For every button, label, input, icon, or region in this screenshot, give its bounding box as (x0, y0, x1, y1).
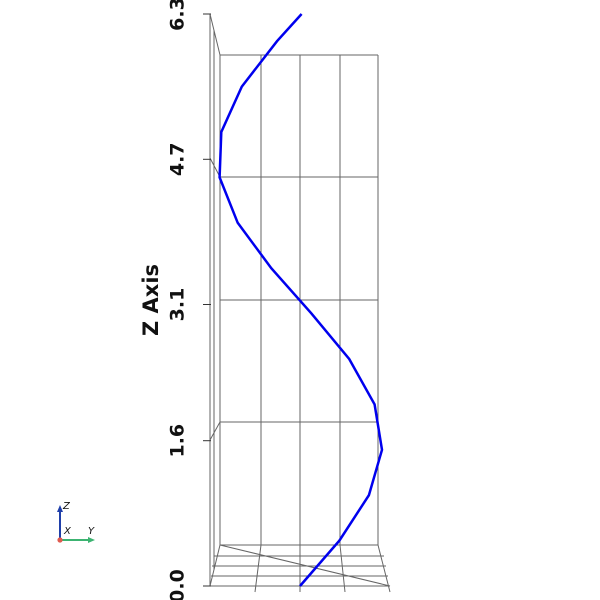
triad-y-label: Y (88, 526, 95, 537)
grid-line (254, 544, 262, 593)
data-curve (218, 13, 384, 587)
triad-y-arrow (88, 537, 95, 543)
z-axis-tick-label: 1.6 (167, 424, 189, 458)
triad-x-label: X (63, 526, 72, 537)
triad-x-axis (57, 537, 63, 543)
z-axis-tick-labels: 0.0 1.6 3.1 4.7 6.3 (167, 0, 189, 600)
triad-z-label: Z (62, 501, 71, 512)
axes-triad-icon: Z X Y (57, 501, 95, 543)
grid-line (377, 544, 391, 593)
grid-line (209, 157, 221, 178)
grid-line (209, 421, 221, 441)
z-axis-ticks (203, 13, 211, 587)
z-axis-tick-label: 3.1 (167, 288, 189, 322)
z-axis-tick-label: 0.0 (167, 569, 189, 600)
grid-line (209, 13, 221, 56)
grid-line (339, 544, 346, 593)
z-axis-tick-label: 4.7 (167, 142, 189, 176)
z-grid (209, 13, 391, 593)
z-axis-title: Z Axis (139, 264, 163, 336)
z-axis-tick-label: 6.3 (167, 0, 189, 31)
triad-z-arrow (57, 505, 63, 512)
